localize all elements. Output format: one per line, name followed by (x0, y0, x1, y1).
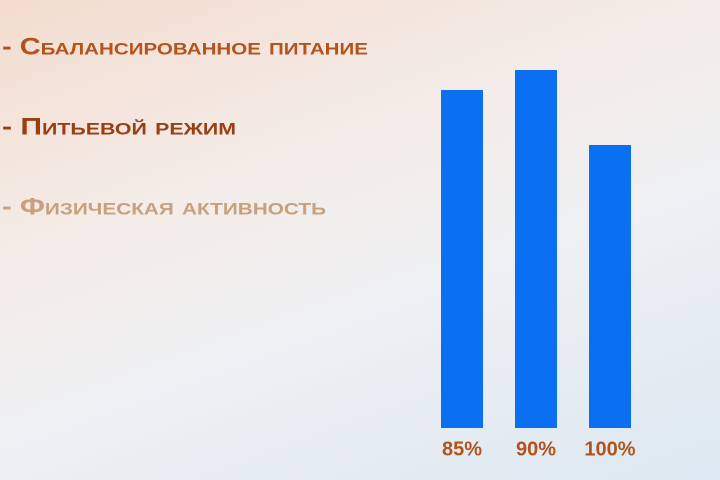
bar (441, 90, 483, 428)
x-tick-label: 100% (584, 438, 635, 460)
bullet: - Питьевой режим (2, 113, 236, 140)
x-tick-label: 90% (516, 438, 556, 460)
bar (515, 70, 557, 428)
bullet: - Сбалансированное питание (2, 33, 368, 60)
bar (589, 145, 631, 428)
x-tick-label: 85% (442, 438, 482, 460)
bullet: - Физическая активность (2, 193, 326, 220)
